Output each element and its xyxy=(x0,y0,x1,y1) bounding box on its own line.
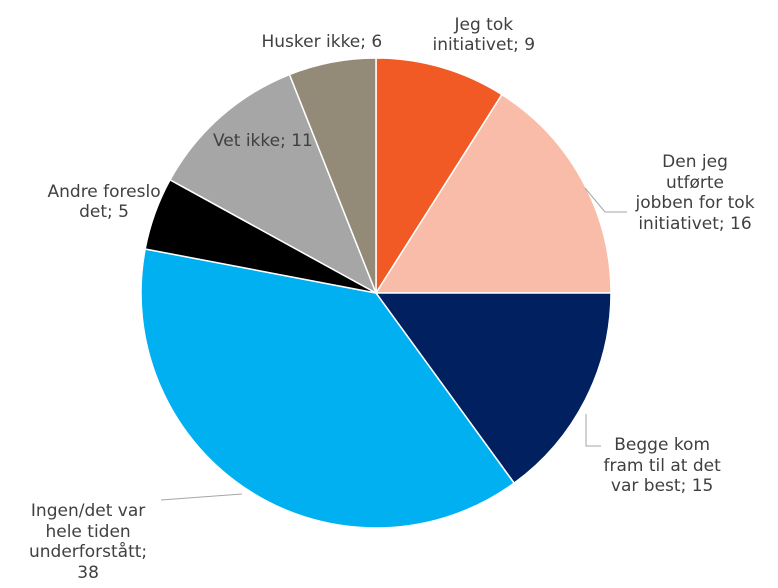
leader-line-3 xyxy=(585,414,601,447)
pie-slice-6 xyxy=(169,73,377,294)
pie-slice-3 xyxy=(375,292,612,484)
leader-line-2 xyxy=(584,187,627,213)
pie-slice-4 xyxy=(140,248,515,529)
data-label-7: Husker ikke; 6 xyxy=(261,31,383,52)
data-label-1: Jeg tok initiativet; 9 xyxy=(432,14,536,56)
data-label-4: Ingen/det var hele tiden underforstått; … xyxy=(29,501,148,583)
pie-slice-7 xyxy=(288,57,377,294)
pie-slice-1 xyxy=(375,57,503,294)
pie-slice-2 xyxy=(375,93,612,294)
pie-slices xyxy=(140,57,612,529)
leader-lines xyxy=(160,187,627,501)
data-label-6: Vet ikke; 11 xyxy=(213,130,313,151)
leader-line-4 xyxy=(160,493,243,501)
data-label-3: Begge kom fram til at det var best; 15 xyxy=(603,435,721,496)
data-label-2: Den jeg utførte jobben for tok initiativ… xyxy=(635,152,755,234)
data-label-5: Andre foreslo det; 5 xyxy=(47,181,161,223)
